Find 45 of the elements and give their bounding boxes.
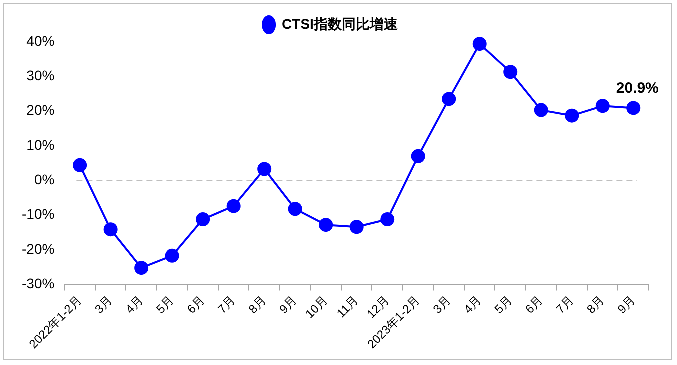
y-tick-label: 30% [26,68,55,84]
x-tick-label: 6月 [522,293,546,316]
point [258,162,272,176]
x-tick-label: 3月 [430,293,454,316]
point [73,158,88,172]
y-tick-label: 10% [26,136,55,153]
point [288,202,302,216]
point [565,108,580,123]
point [134,261,149,276]
y-tick-label: 20% [26,102,55,118]
x-tick-label: 3月 [92,293,116,316]
y-tick-label: -10% [22,206,55,222]
point [226,199,241,214]
point [411,149,426,164]
y-tick-label: 40% [26,32,55,49]
point [504,65,518,80]
legend-label: CTSI指数同比增速 [282,16,399,32]
y-tick-label: -30% [22,276,55,292]
point [380,212,395,227]
point [104,222,118,237]
x-tick-label: 6月 [184,293,208,316]
x-tick-label: 9月 [276,293,300,316]
x-tick-label: 4月 [122,293,146,316]
x-tick-label: 5月 [154,293,177,316]
x-tick-label: 7月 [215,293,238,316]
x-tick-label: 4月 [461,293,484,316]
data-label: 20.9% [616,80,659,97]
point [196,212,210,227]
x-tick-label: 9月 [614,293,638,316]
x-tick-label: 8月 [246,293,270,316]
point [350,220,364,234]
x-tick-label: 10月 [302,293,331,322]
point [165,248,180,263]
point [626,101,641,116]
x-tick-label: 7月 [553,293,577,316]
x-tick-label: 8月 [584,293,608,316]
point [319,218,334,232]
point [596,99,610,114]
x-tick-label: 11月 [334,293,362,321]
point [442,92,456,106]
y-tick-label: 0% [34,172,55,188]
x-tick-label: 5月 [492,293,516,316]
point [534,103,548,118]
point [472,37,487,52]
y-tick-label: -20% [22,240,55,257]
